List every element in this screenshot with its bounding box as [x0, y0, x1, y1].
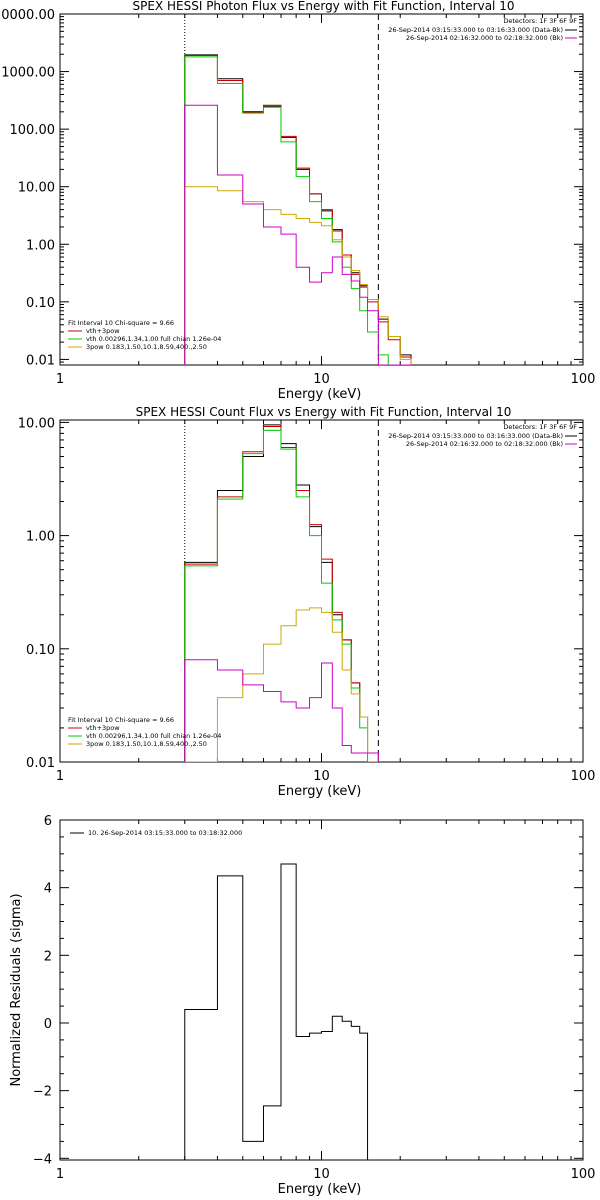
x-tick-label: 1 [56, 372, 64, 387]
legend-entry: 26-Sep-2014 02:16:32.000 to 02:18:32.000… [406, 34, 563, 42]
x-tick-label: 100 [571, 1167, 596, 1182]
plot-panel-1: SPEX HESSI Photon Flux vs Energy with Fi… [0, 0, 595, 402]
y-tick-label: 0.10 [26, 296, 55, 311]
y-tick-label: 4 [44, 882, 52, 897]
y-tick-label: 0.10 [26, 643, 55, 658]
y-tick-label: 10.00 [18, 181, 55, 196]
series-line-vth [184, 56, 412, 365]
legend-entry: 10. 26-Sep-2014 03:15:33.000 to 03:18:32… [88, 829, 242, 837]
y-tick-label: 0.01 [26, 353, 55, 368]
legend-entry: 26-Sep-2014 03:15:33.000 to 03:16:33.000… [388, 26, 563, 34]
y-tick-label: 2 [44, 949, 52, 964]
series-line-vth [184, 429, 379, 762]
x-tick-label: 10 [313, 1167, 330, 1182]
series-line-3pow [184, 607, 379, 762]
series-line-vth-3pow [184, 425, 379, 762]
series-line-data-bk [184, 424, 379, 762]
legend-entry: vth+3pow [86, 327, 120, 335]
legend-entry: vth 0.00296,1.34,1.00 full chian 1.26e-0… [86, 335, 221, 343]
y-tick-label: 100.00 [10, 123, 56, 138]
y-tick-label: 1.00 [26, 238, 55, 253]
series-line-3pow [184, 186, 412, 365]
plot-frame [59, 13, 584, 366]
x-tick-label: 1 [56, 1167, 64, 1182]
plot-panel-2: SPEX HESSI Count Flux vs Energy with Fit… [18, 405, 596, 799]
y-tick-label: −4 [33, 1152, 52, 1167]
y-tick-label: 0 [44, 1017, 52, 1032]
legend-entry: 26-Sep-2014 03:15:33.000 to 03:16:33.000… [388, 432, 563, 440]
y-tick-label: 1.00 [26, 530, 55, 545]
x-tick-label: 10 [313, 769, 330, 784]
series-line-10-26-sep-2014-03-15-33-000-to-03-18-32-000 [184, 863, 379, 1160]
y-tick-label: 6 [44, 814, 52, 829]
series-line-bk [184, 659, 379, 762]
plot-frame [59, 419, 584, 763]
x-axis-label: Energy (keV) [278, 784, 362, 799]
x-axis-label: Energy (keV) [278, 1182, 362, 1197]
plot-frame [59, 819, 584, 1161]
x-tick-label: 10 [313, 372, 330, 387]
series-line-bk [184, 104, 412, 365]
series-group [184, 424, 379, 762]
legend-entry: vth 0.00296,1.34,1.00 full chian 1.26e-0… [86, 732, 221, 740]
plot-panel-3: 1 10 100 6 4 2 0 −2 −4 Energy (keV) Normalized Res… [9, 814, 595, 1197]
y-tick-label: 10.00 [18, 416, 55, 431]
x-tick-label: 100 [571, 769, 596, 784]
series-line-vth-3pow [184, 55, 412, 365]
legend-entry: 3pow 0.183,1.50,10.1,8.59,400.,2.50 [86, 740, 207, 748]
series-group [184, 863, 379, 1160]
x-axis-label: Energy (keV) [278, 387, 362, 402]
legend-detectors: Detectors: 1F 3F 6F 9F [503, 423, 577, 431]
legend-detectors: Detectors: 1F 3F 6F 9F [503, 17, 577, 25]
y-axis-label: Normalized Residuals (sigma) [9, 893, 24, 1086]
y-tick-label: −2 [33, 1085, 52, 1100]
chart-title: SPEX HESSI Photon Flux vs Energy with Fi… [133, 0, 515, 13]
x-tick-label: 100 [571, 372, 596, 387]
chart-title: SPEX HESSI Count Flux vs Energy with Fit… [136, 405, 512, 419]
legend-fit-header: Fit Interval 10 Chi-square = 9.66 [68, 319, 174, 327]
legend-fit-header: Fit Interval 10 Chi-square = 9.66 [68, 716, 174, 724]
series-line-data-bk [184, 54, 412, 365]
series-group [184, 54, 412, 365]
legend-entry: 3pow 0.183,1.50,10.1,8.59,400.,2.50 [86, 343, 207, 351]
x-tick-label: 1 [56, 769, 64, 784]
y-tick-label: 1000.00 [1, 66, 55, 81]
legend-entry: 26-Sep-2014 02:16:32.000 to 02:18:32.000… [406, 440, 563, 448]
legend-entry: vth+3pow [86, 724, 120, 732]
y-tick-label: 0.01 [26, 756, 55, 771]
